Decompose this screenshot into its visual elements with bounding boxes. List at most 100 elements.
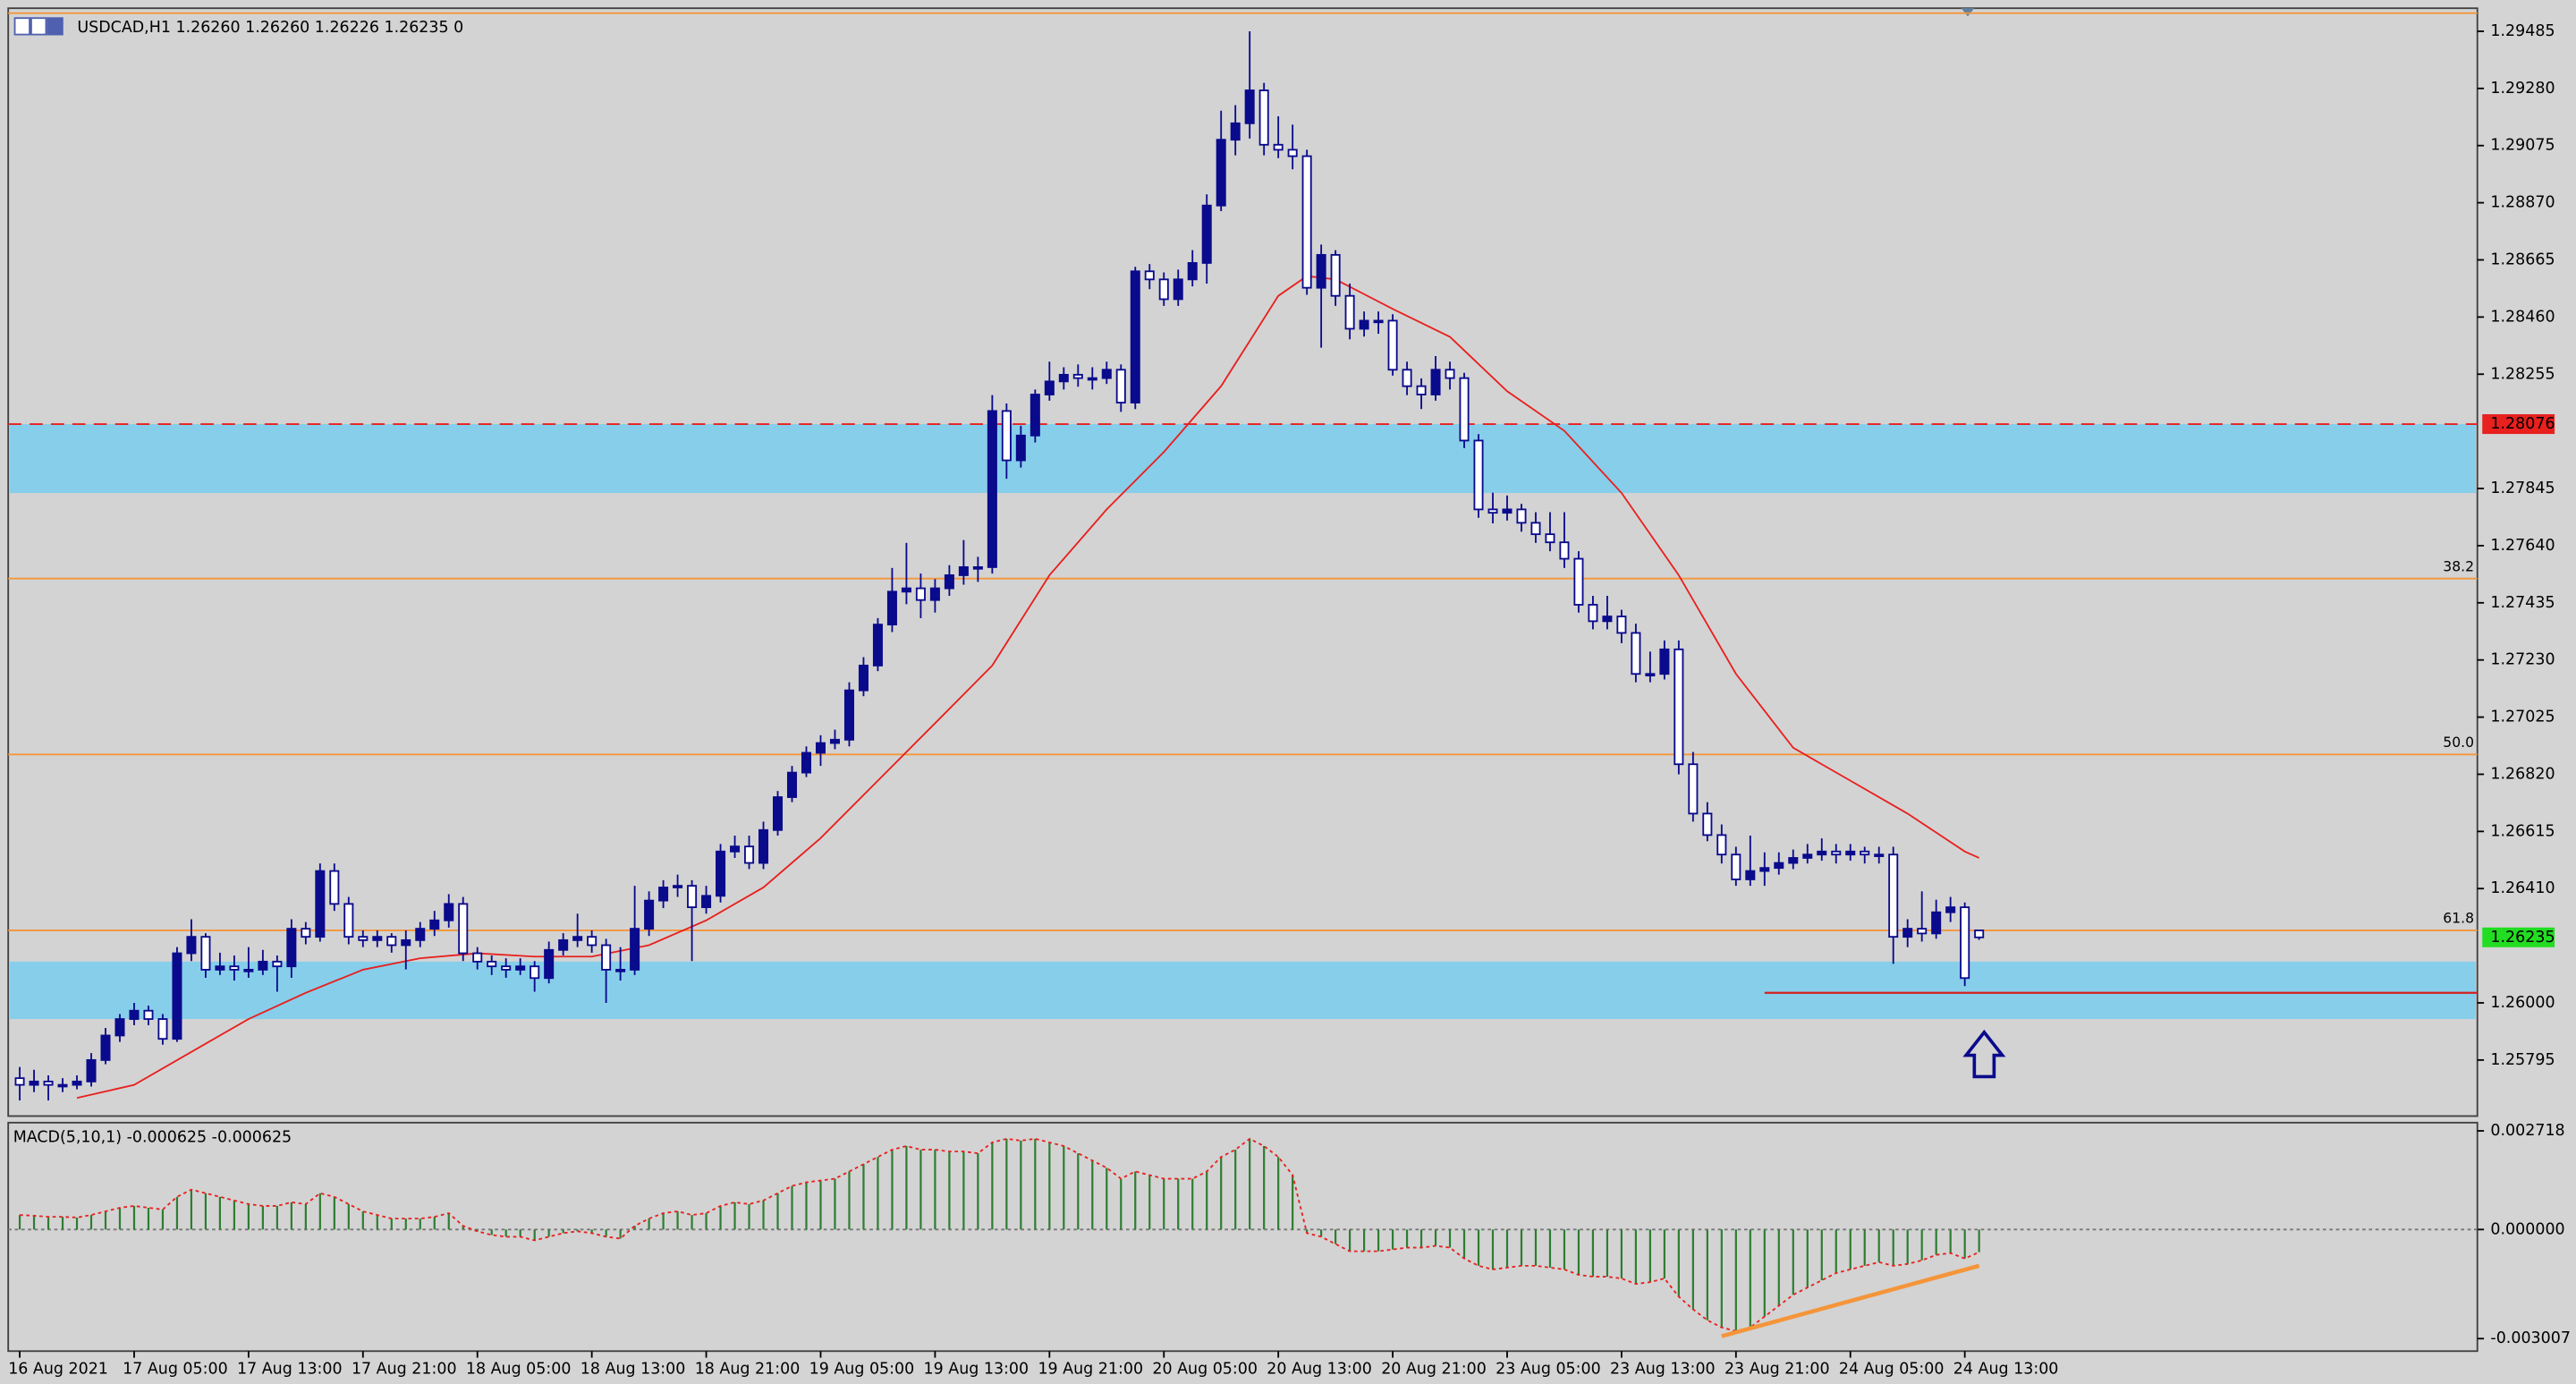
candle-body [1330,253,1341,297]
candle-body [501,965,512,971]
y-tick-label: 1.28870 [2490,194,2555,212]
candle-body [1545,533,1555,544]
candle-body [1015,434,1026,462]
x-tick-label: 19 Aug 21:00 [1038,1360,1143,1378]
y-tick-label: 1.27025 [2490,709,2555,726]
candle-body [1802,853,1813,859]
candle-body [1144,270,1155,281]
candle-body [1158,278,1169,301]
candle-body [1072,373,1083,379]
candle-body [1588,604,1598,623]
candle-body [329,870,340,905]
candle-body [1502,508,1513,514]
candle-body [673,885,683,888]
candle-body [415,928,426,941]
candle-body [1101,369,1112,379]
candle-body [630,928,640,971]
candle-body [587,936,597,947]
candle-body [1602,616,1613,623]
x-tick-label: 18 Aug 05:00 [466,1360,572,1378]
y-tick-label: 1.29075 [2490,137,2555,155]
candle-body [872,624,883,667]
candle-body [1917,928,1928,935]
candle-body [758,828,769,864]
y-tick-label: 1.26820 [2490,765,2555,783]
y-tick-label: 1.27845 [2490,480,2555,497]
trend-line [1721,1263,1980,1338]
y-tick-label: 1.26000 [2490,994,2555,1012]
candle-body [472,952,483,963]
candle-body [315,870,326,938]
candle-body [72,1080,82,1086]
candle-body [530,965,540,980]
y-tick-label: 1.27640 [2490,537,2555,555]
y-tick-label: 1.29485 [2490,22,2555,40]
candle-body [744,845,755,864]
x-tick-label: 20 Aug 13:00 [1267,1360,1372,1378]
y-tick-label: 1.27435 [2490,594,2555,612]
candle-body [157,1018,168,1040]
candle-body [1774,862,1784,870]
candle-body [14,1077,25,1086]
x-tick-label: 23 Aug 05:00 [1496,1360,1601,1378]
candle-body [1344,294,1355,330]
candle-body [43,1080,54,1086]
candle-body [1359,319,1369,330]
candle-body [1230,122,1241,141]
signal-line [20,1137,1980,1332]
x-tick-label: 20 Aug 21:00 [1381,1360,1487,1378]
candle-body [716,850,726,897]
candle-body [1001,410,1012,462]
candle-body [1487,508,1498,514]
candle-body [687,885,698,909]
candle-body [143,1009,154,1020]
candle-body [1845,850,1856,856]
candle-body [1244,89,1255,124]
macd-pane [7,1121,2479,1353]
candle-body [829,738,840,744]
y-tick-label: 1.26615 [2490,822,2555,840]
candle-body [1702,812,1713,836]
chart-header: USDCAD,H1 1.26260 1.26260 1.26226 1.2623… [77,19,463,37]
candle-body [1616,616,1627,634]
price-pane [7,7,2479,1117]
candle-body [29,1080,39,1086]
alert-price-label: 1.28076 [2490,415,2555,433]
candle-body [343,903,354,938]
candle-body [129,1009,140,1020]
candle-body [1573,557,1584,606]
candle-body [1459,377,1470,442]
candle-body [372,936,383,941]
y-tick-label: 1.26410 [2490,879,2555,897]
candle-body [1416,385,1427,395]
alert-price-box [2482,414,2555,435]
candle-body [1473,439,1484,511]
y-tick-label: 1.25795 [2490,1051,2555,1069]
candle-body [1387,319,1398,371]
y-tick-label: 1.27230 [2490,651,2555,669]
candle-body [1130,270,1140,403]
candle-body [1960,906,1970,980]
y-tick-label: 0.000000 [2490,1220,2564,1238]
fib-label: 38.2 [2443,558,2474,574]
x-tick-label: 24 Aug 05:00 [1839,1360,1945,1378]
candle-body [1659,648,1670,675]
candle-body [915,587,926,601]
x-tick-label: 17 Aug 13:00 [237,1360,343,1378]
candle-body [1559,541,1570,560]
candle-body [730,845,741,853]
y-tick-label: 1.28665 [2490,250,2555,268]
candle-body [801,751,812,774]
candle-body [1645,673,1656,677]
candle-body [57,1083,68,1088]
candle-body [1788,857,1799,864]
candle-body [572,936,583,941]
y-tick-label: 1.28255 [2490,365,2555,383]
candle-body [1287,149,1298,157]
candle-body [272,960,283,968]
zone [10,961,2476,1020]
candle-body [1874,853,1885,857]
moving-average [76,275,1980,1100]
x-tick-label: 19 Aug 05:00 [809,1360,915,1378]
x-tick-label: 20 Aug 05:00 [1152,1360,1258,1378]
